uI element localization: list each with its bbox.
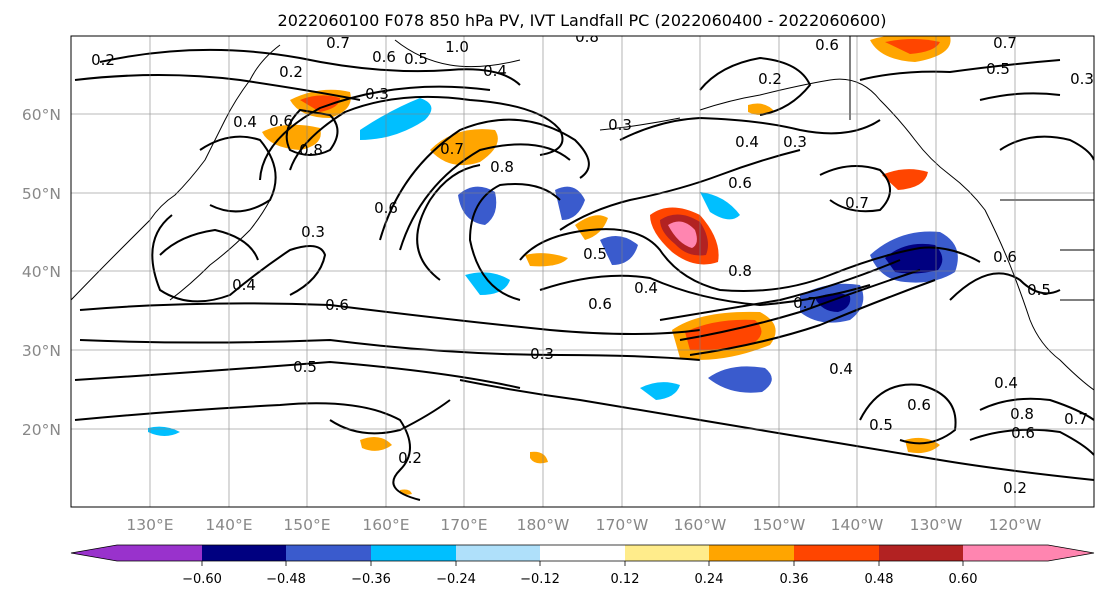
contour-label: 1.0 <box>445 38 469 56</box>
contour-label: 0.8 <box>728 262 752 280</box>
graticule <box>71 36 1094 507</box>
colorbar-segment <box>794 545 879 561</box>
lat-label: 40°N <box>22 263 61 281</box>
lon-label: 170°E <box>440 516 487 534</box>
colorbar-tick-label: 0.60 <box>949 572 978 587</box>
colorbar-tick-label: −0.48 <box>266 572 306 587</box>
contour-label: 0.8 <box>299 141 323 159</box>
contour-label: 0.4 <box>735 133 759 151</box>
contour-label: 0.5 <box>404 50 428 68</box>
colorbar-segment <box>71 545 202 561</box>
lon-label: 130°E <box>126 516 173 534</box>
contour-label: 0.7 <box>326 34 350 52</box>
contour-label: 0.3 <box>1070 70 1094 88</box>
lon-label: 120°W <box>989 516 1042 534</box>
contour-label: 0.6 <box>372 48 396 66</box>
contour-label: 0.2 <box>1003 479 1027 497</box>
lat-label: 50°N <box>22 185 61 203</box>
contour-label: 0.6 <box>728 174 752 192</box>
pv-contours <box>74 48 1094 501</box>
contour-label: 0.4 <box>634 279 658 297</box>
contour-label: 0.3 <box>301 223 325 241</box>
colorbar-segment <box>456 545 541 561</box>
contour-label: 0.5 <box>1027 281 1051 299</box>
contour-label: 0.6 <box>325 296 349 314</box>
contour-label: 0.3 <box>783 133 807 151</box>
contour-labels: 0.2 0.7 1.0 0.6 0.5 0.4 0.8 0.6 0.7 0.5 … <box>91 28 1094 497</box>
lon-label: 160°E <box>362 516 409 534</box>
contour-label: 0.2 <box>758 70 782 88</box>
colorbar: −0.60 −0.48 −0.36 −0.24 −0.12 0.12 0.24 … <box>70 544 1095 587</box>
coastlines <box>71 36 1094 391</box>
colorbar-tick-label: −0.60 <box>182 572 222 587</box>
lon-label: 140°W <box>831 516 884 534</box>
contour-label: 0.5 <box>986 60 1010 78</box>
lat-label: 20°N <box>22 421 61 439</box>
contour-label: 0.4 <box>483 62 507 80</box>
contour-label: 0.2 <box>91 51 115 69</box>
lon-label: 140°E <box>205 516 252 534</box>
lon-label: 150°E <box>283 516 330 534</box>
lat-label: 30°N <box>22 342 61 360</box>
lat-label: 60°N <box>22 106 61 124</box>
longitude-labels: 130°E 140°E 150°E 160°E 170°E 180°W 170°… <box>126 516 1041 534</box>
colorbar-segment <box>371 545 456 561</box>
contour-label: 0.6 <box>907 396 931 414</box>
colorbar-tick-label: 0.24 <box>695 572 724 587</box>
contour-label: 0.6 <box>1011 424 1035 442</box>
colorbar-tick-label: −0.24 <box>436 572 476 587</box>
figure-title: 2022060100 F078 850 hPa PV, IVT Landfall… <box>278 11 887 30</box>
contour-label: 0.8 <box>1010 405 1034 423</box>
contour-label: 0.3 <box>365 85 389 103</box>
contour-label: 0.7 <box>845 194 869 212</box>
lon-label: 130°W <box>910 516 963 534</box>
contour-label: 0.5 <box>293 358 317 376</box>
contour-label: 0.6 <box>588 295 612 313</box>
contour-label: 0.6 <box>374 199 398 217</box>
contour-label: 0.4 <box>829 360 853 378</box>
contour-label: 0.4 <box>994 374 1018 392</box>
colorbar-segment <box>286 545 371 561</box>
lon-label: 150°W <box>753 516 806 534</box>
contour-label: 0.6 <box>815 36 839 54</box>
colorbar-segment <box>625 545 710 561</box>
colorbar-tick-label: −0.12 <box>520 572 560 587</box>
contour-label: 0.7 <box>1064 410 1088 428</box>
colorbar-segment <box>879 545 964 561</box>
contour-label: 0.4 <box>233 113 257 131</box>
lon-label: 160°W <box>674 516 727 534</box>
contour-label: 0.7 <box>993 34 1017 52</box>
colorbar-tick-label: −0.36 <box>351 572 391 587</box>
contour-label: 0.3 <box>530 345 554 363</box>
contour-label: 0.5 <box>583 245 607 263</box>
lon-label: 180°W <box>517 516 570 534</box>
contour-label: 0.2 <box>279 63 303 81</box>
lon-label: 170°W <box>596 516 649 534</box>
colorbar-tick-label: 0.36 <box>780 572 809 587</box>
colorbar-segment <box>202 545 287 561</box>
colorbar-tick-label: 0.48 <box>865 572 894 587</box>
map-panel: 0.2 0.7 1.0 0.6 0.5 0.4 0.8 0.6 0.7 0.5 … <box>70 28 1095 508</box>
colorbar-segment <box>709 545 794 561</box>
colorbar-outline <box>70 544 1095 562</box>
contour-label: 0.8 <box>490 158 514 176</box>
contour-label: 0.2 <box>398 449 422 467</box>
contour-label: 0.5 <box>869 416 893 434</box>
contour-label: 0.6 <box>993 248 1017 266</box>
colorbar-tick-label: 0.12 <box>611 572 640 587</box>
colorbar-segment <box>963 545 1094 561</box>
contour-label: 0.7 <box>440 140 464 158</box>
contour-label: 0.4 <box>232 276 256 294</box>
map-frame <box>70 35 1095 508</box>
contour-label: 0.8 <box>575 28 599 46</box>
contour-label: 0.7 <box>793 294 817 312</box>
latitude-labels: 60°N 50°N 40°N 30°N 20°N <box>22 106 61 439</box>
colorbar-segment <box>540 545 625 561</box>
contour-label: 0.6 <box>269 112 293 130</box>
contour-label: 0.3 <box>608 116 632 134</box>
